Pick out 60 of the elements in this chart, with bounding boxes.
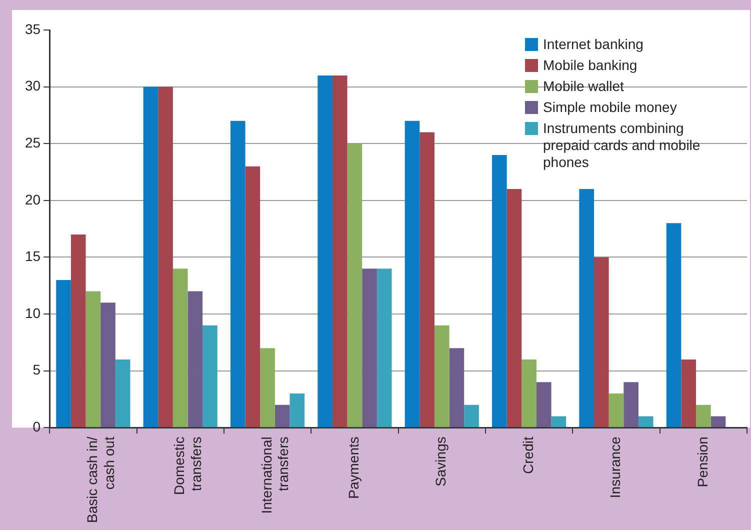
y-tick-label: 20 <box>24 191 41 208</box>
legend-label: Simple mobile money <box>543 99 678 116</box>
x-tick-label: Savings <box>432 436 449 486</box>
bar <box>594 257 609 428</box>
bar <box>376 268 392 428</box>
bar <box>202 325 218 428</box>
bar <box>362 268 377 428</box>
bar <box>274 404 290 428</box>
bar <box>420 132 434 428</box>
y-tick-label: 15 <box>24 248 41 264</box>
bar <box>492 154 507 428</box>
x-tick-label: Credit <box>520 436 536 474</box>
bar <box>449 348 464 428</box>
bar <box>188 291 203 428</box>
bar <box>464 404 479 428</box>
bar <box>56 280 71 428</box>
bar <box>666 223 682 428</box>
x-tick-label: Pension <box>694 436 710 488</box>
bar <box>506 189 522 428</box>
y-tick-label: 10 <box>24 304 41 321</box>
bar <box>158 86 173 428</box>
bar <box>681 359 696 428</box>
bar <box>434 325 450 428</box>
x-tick-label: Payments <box>346 436 362 499</box>
bar <box>551 416 566 428</box>
bar <box>536 382 552 428</box>
bar <box>579 189 594 428</box>
legend-label: Mobile wallet <box>543 78 625 95</box>
legend-label: Mobile banking <box>543 57 638 74</box>
bar <box>624 382 638 428</box>
bar <box>115 359 130 428</box>
x-tick-label: Insurance <box>607 436 624 498</box>
y-tick-label: 0 <box>32 418 41 434</box>
x-tick-label: Domestic transfers <box>171 436 204 495</box>
bar <box>332 75 348 428</box>
bar <box>710 416 726 428</box>
bar <box>608 394 624 428</box>
bar <box>230 120 246 428</box>
bar <box>318 75 332 428</box>
y-tick-label: 35 <box>24 20 41 37</box>
y-tick-label: 25 <box>24 134 41 150</box>
bar <box>638 416 654 428</box>
bar <box>290 394 305 428</box>
bar <box>522 359 536 428</box>
legend-label: Instruments combining prepaid cards and mobile phones <box>543 120 702 171</box>
bar <box>70 234 86 428</box>
y-tick-label: 30 <box>24 78 41 94</box>
legend-label: Internet banking <box>543 36 644 53</box>
bar <box>404 120 420 428</box>
bar <box>100 302 116 428</box>
bar <box>172 268 188 428</box>
bar <box>143 86 158 428</box>
bar <box>696 404 711 428</box>
y-tick-label: 5 <box>32 362 41 378</box>
bar <box>347 144 362 428</box>
bar <box>245 166 260 428</box>
bar <box>86 291 101 428</box>
bar <box>260 348 275 428</box>
x-tick-label: Basic cash in/ cash out <box>84 436 117 524</box>
x-tick-label: International transfers <box>258 436 292 514</box>
